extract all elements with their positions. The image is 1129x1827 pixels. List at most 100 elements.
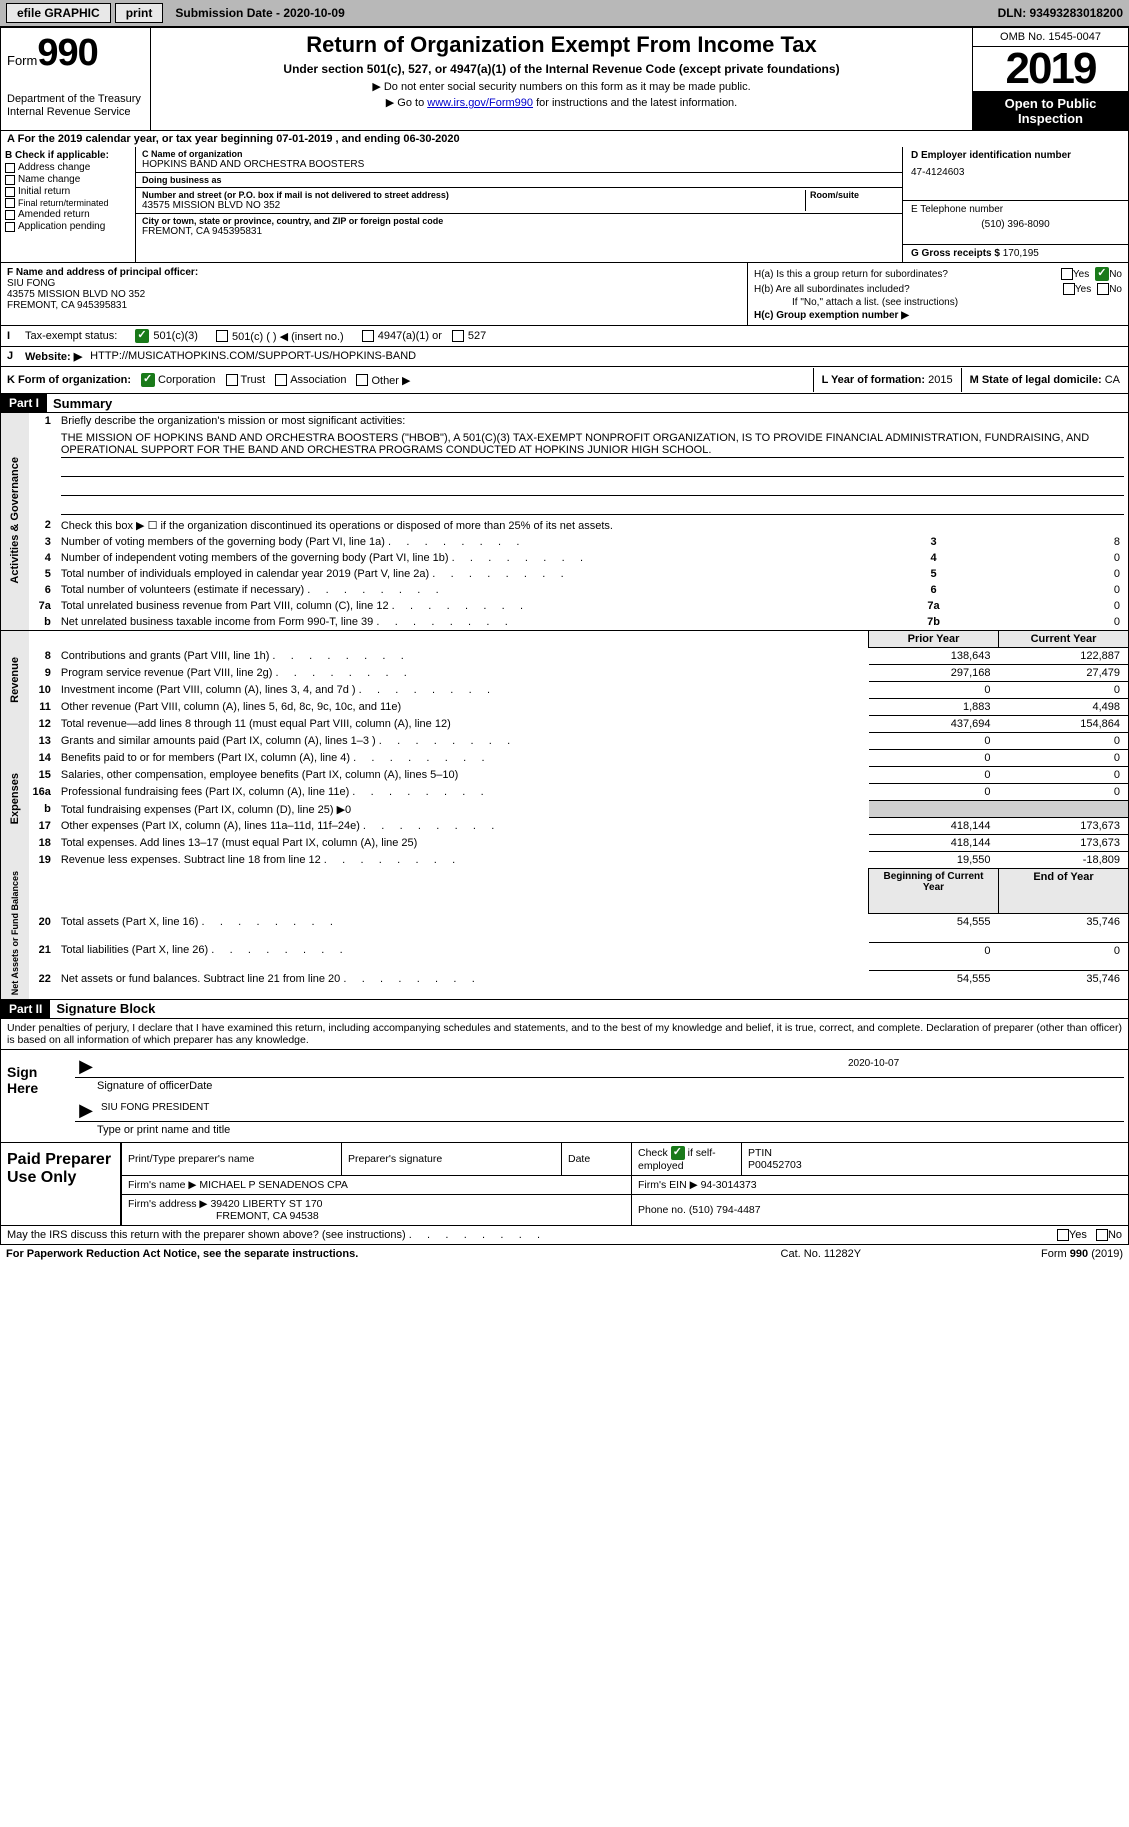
chk-initial[interactable]: Initial return xyxy=(5,186,131,197)
row-8: 8Contributions and grants (Part VIII, li… xyxy=(1,648,1129,665)
topbar: efile GRAPHIC print Submission Date - 20… xyxy=(0,0,1129,27)
row-18: 18Total expenses. Add lines 13–17 (must … xyxy=(1,835,1129,852)
firm-name-label: Firm's name ▶ xyxy=(128,1179,196,1191)
i-501c-box[interactable] xyxy=(216,330,228,342)
city-value: FREMONT, CA 945395831 xyxy=(142,226,896,237)
part2-title: Signature Block xyxy=(50,1001,155,1016)
officer-addr1: 43575 MISSION BLVD NO 352 xyxy=(7,289,741,300)
j-label: Website: ▶ xyxy=(25,350,82,363)
hb-no[interactable] xyxy=(1097,283,1109,295)
chk-address[interactable]: Address change xyxy=(5,162,131,173)
k-trust-box[interactable] xyxy=(226,374,238,386)
c-name-label: C Name of organization xyxy=(142,149,896,159)
cat-no: Cat. No. 11282Y xyxy=(781,1248,862,1260)
self-emp-check[interactable] xyxy=(671,1146,685,1160)
efile-button[interactable]: efile GRAPHIC xyxy=(6,3,111,23)
firm-ein-label: Firm's EIN ▶ xyxy=(638,1179,698,1191)
i-4947-box[interactable] xyxy=(362,330,374,342)
goto-post: for instructions and the latest informat… xyxy=(533,97,737,109)
d-label: D Employer identification number xyxy=(911,150,1120,161)
k-other-box[interactable] xyxy=(356,374,368,386)
row-5: 5Total number of individuals employed in… xyxy=(1,566,1129,582)
ha-label: H(a) Is this a group return for subordin… xyxy=(754,269,1061,280)
may-discuss-row: May the IRS discuss this return with the… xyxy=(0,1226,1129,1245)
open-inspection: Open to Public Inspection xyxy=(973,92,1128,130)
hb-label: H(b) Are all subordinates included? xyxy=(754,284,1063,295)
side-exp: Expenses xyxy=(1,733,29,869)
prep-h1: Print/Type preparer's name xyxy=(122,1143,342,1176)
prep-h3: Date xyxy=(562,1143,632,1176)
row-i: I Tax-exempt status: 501(c)(3) 501(c) ( … xyxy=(0,326,1129,347)
i-527-box[interactable] xyxy=(452,330,464,342)
row-4: 4Number of independent voting members of… xyxy=(1,550,1129,566)
l1-label: Briefly describe the organization's miss… xyxy=(57,413,1129,429)
firm-phone-label: Phone no. xyxy=(638,1204,686,1216)
form-header: Form990 Department of the Treasury Inter… xyxy=(0,27,1129,131)
arrow-icon: ▶ xyxy=(75,1056,97,1077)
hdr-curr: Current Year xyxy=(999,631,1129,648)
preparer-label: Paid Preparer Use Only xyxy=(1,1143,121,1225)
row-14: 14Benefits paid to or for members (Part … xyxy=(1,750,1129,767)
hdr-end: End of Year xyxy=(999,869,1129,914)
row-j: J Website: ▶ HTTP://MUSICATHOPKINS.COM/S… xyxy=(0,347,1129,367)
prep-h2: Preparer's signature xyxy=(342,1143,562,1176)
k-assoc-box[interactable] xyxy=(275,374,287,386)
state-domicile: CA xyxy=(1105,374,1120,386)
footer-row: For Paperwork Reduction Act Notice, see … xyxy=(0,1245,1129,1263)
section-bcdeg: B Check if applicable: Address change Na… xyxy=(0,147,1129,263)
row-6: 6Total number of volunteers (estimate if… xyxy=(1,582,1129,598)
website-value: HTTP://MUSICATHOPKINS.COM/SUPPORT-US/HOP… xyxy=(90,350,416,363)
street-label: Number and street (or P.O. box if mail i… xyxy=(142,190,801,200)
firm-addr-label: Firm's address ▶ xyxy=(128,1198,208,1210)
row-22: 22Net assets or fund balances. Subtract … xyxy=(1,971,1129,1000)
firm-ein: 94-3014373 xyxy=(701,1179,757,1191)
row-fh: F Name and address of principal officer:… xyxy=(0,263,1129,326)
row-7b: bNet unrelated business taxable income f… xyxy=(1,614,1129,631)
k-corp-check[interactable] xyxy=(141,373,155,387)
sig-date-value: 2020-10-07 xyxy=(844,1056,1124,1077)
row-10: 10Investment income (Part VIII, column (… xyxy=(1,682,1129,699)
b-label: B Check if applicable: xyxy=(5,150,131,161)
arrow-icon: ▶ xyxy=(75,1100,97,1121)
row-11: 11Other revenue (Part VIII, column (A), … xyxy=(1,699,1129,716)
note-goto: ▶ Go to www.irs.gov/Form990 for instruct… xyxy=(157,96,966,109)
hc-label: H(c) Group exemption number ▶ xyxy=(754,310,1122,321)
preparer-block: Paid Preparer Use Only Print/Type prepar… xyxy=(0,1143,1129,1226)
ptin-value: P00452703 xyxy=(748,1159,1122,1171)
ha-no-checked[interactable] xyxy=(1095,267,1109,281)
chk-amended[interactable]: Amended return xyxy=(5,209,131,220)
sig-officer-label: Signature of officer xyxy=(97,1080,189,1092)
sign-here-label: Sign Here xyxy=(1,1050,71,1142)
sig-date-label: Date xyxy=(189,1080,212,1092)
form-subtitle: Under section 501(c), 527, or 4947(a)(1)… xyxy=(157,62,966,76)
chk-final[interactable]: Final return/terminated xyxy=(5,198,131,208)
chk-pending[interactable]: Application pending xyxy=(5,221,131,232)
org-name: HOPKINS BAND AND ORCHESTRA BOOSTERS xyxy=(142,159,896,170)
irs-link[interactable]: www.irs.gov/Form990 xyxy=(427,97,533,109)
may-yes[interactable] xyxy=(1057,1229,1069,1241)
summary-table: Activities & Governance 1 Briefly descri… xyxy=(0,413,1129,1000)
f-label: F Name and address of principal officer: xyxy=(7,267,741,278)
year-formation: 2015 xyxy=(928,374,952,386)
row-16a: 16aProfessional fundraising fees (Part I… xyxy=(1,784,1129,801)
l-label: L Year of formation: xyxy=(822,374,926,386)
tax-year: 2019 xyxy=(973,47,1128,92)
i-label: Tax-exempt status: xyxy=(25,330,117,342)
perjury-text: Under penalties of perjury, I declare th… xyxy=(1,1019,1128,1050)
row-17: 17Other expenses (Part IX, column (A), l… xyxy=(1,818,1129,835)
hb-yes[interactable] xyxy=(1063,283,1075,295)
i-501c3-check[interactable] xyxy=(135,329,149,343)
officer-name: SIU FONG xyxy=(7,278,741,289)
chk-name[interactable]: Name change xyxy=(5,174,131,185)
ha-yes[interactable] xyxy=(1061,268,1073,280)
print-name-label: Type or print name and title xyxy=(97,1124,230,1136)
form-foot: Form 990 (2019) xyxy=(1041,1248,1123,1260)
print-button[interactable]: print xyxy=(115,3,164,23)
phone-value: (510) 396-8090 xyxy=(911,219,1120,230)
may-no[interactable] xyxy=(1096,1229,1108,1241)
note-ssn: ▶ Do not enter social security numbers o… xyxy=(157,80,966,93)
goto-pre: ▶ Go to xyxy=(386,97,427,109)
paperwork-notice: For Paperwork Reduction Act Notice, see … xyxy=(6,1248,358,1260)
e-label: E Telephone number xyxy=(911,204,1120,215)
m-label: M State of legal domicile: xyxy=(970,374,1102,386)
